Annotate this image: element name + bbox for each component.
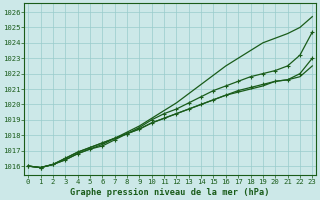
X-axis label: Graphe pression niveau de la mer (hPa): Graphe pression niveau de la mer (hPa): [70, 188, 270, 197]
